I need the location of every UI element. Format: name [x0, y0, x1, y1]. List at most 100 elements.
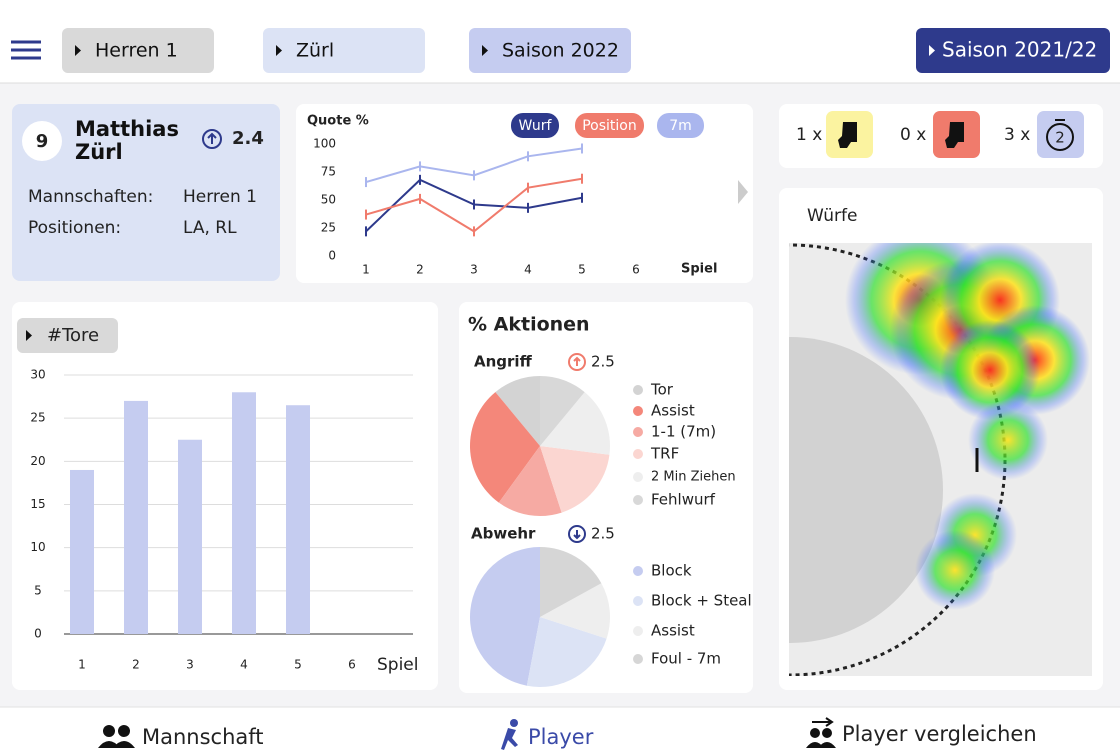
- x-tick-label: 1: [362, 263, 370, 277]
- tore-panel: [12, 302, 438, 690]
- button-arrow: [482, 45, 488, 56]
- filter-button[interactable]: [916, 28, 1110, 73]
- pie-slice: [540, 547, 602, 617]
- y-tick-label: 5: [34, 583, 42, 597]
- row-value: Herren 1: [183, 187, 257, 207]
- pie-slice: [469, 547, 540, 686]
- legend-dot: [633, 654, 643, 664]
- legend-label: Assist: [651, 622, 695, 640]
- legend-label: Assist: [651, 402, 695, 420]
- timer-face: [1046, 123, 1074, 151]
- row-label: Mannschaften:: [28, 187, 153, 207]
- compare-icon: [806, 717, 836, 748]
- legend-label: Foul - 7m: [651, 650, 721, 668]
- legend-dot: [633, 566, 643, 576]
- legend-label: Block: [651, 562, 692, 580]
- x-tick-label: 5: [294, 658, 302, 672]
- button-arrow: [75, 45, 81, 56]
- filter-button-label: Saison 2022: [502, 40, 619, 62]
- legend-dot: [633, 495, 643, 505]
- pie-slice: [540, 583, 610, 639]
- legend-chip[interactable]: [657, 113, 704, 138]
- filter-button-label: Zürl: [296, 40, 334, 62]
- line: [365, 147, 583, 184]
- legend-chip[interactable]: [511, 113, 559, 138]
- pie-title: Abwehr: [471, 525, 536, 543]
- legend-dot: [633, 385, 643, 395]
- legend-dot: [633, 427, 643, 437]
- heatmap: [789, 243, 1092, 676]
- y-axis-label: Quote %: [307, 114, 369, 129]
- x-axis-label: Spiel: [377, 655, 419, 675]
- y-tick-label: 15: [30, 497, 45, 511]
- legend-dot: [633, 472, 643, 482]
- x-tick-label: 3: [186, 658, 194, 672]
- button-arrow: [276, 45, 282, 56]
- pie-slice: [526, 617, 607, 688]
- bar: [286, 405, 310, 634]
- pie-rating: 2.5: [591, 353, 615, 371]
- legend-chip[interactable]: [575, 113, 644, 138]
- legend-label: Tor: [650, 381, 674, 399]
- filter-button[interactable]: [469, 28, 631, 73]
- y-tick-label: 30: [30, 368, 45, 382]
- x-axis-label: Spiel: [681, 262, 717, 277]
- legend-dot: [633, 626, 643, 636]
- player-rating: 2.4: [232, 128, 264, 149]
- chip-arrow: [26, 330, 32, 341]
- button-arrow: [929, 45, 935, 56]
- y-tick-label: 50: [321, 193, 336, 207]
- legend-label: Position: [582, 118, 637, 134]
- x-tick-label: 6: [348, 658, 356, 672]
- legend-label: Fehlwurf: [651, 491, 716, 509]
- line: [365, 178, 583, 233]
- nav-item[interactable]: Player vergleichen: [842, 722, 1037, 746]
- y-tick-label: 25: [321, 221, 336, 235]
- card-count: 0 x: [900, 125, 926, 145]
- menu-icon[interactable]: [11, 40, 41, 60]
- bar: [124, 400, 148, 634]
- pie-slice: [469, 392, 540, 503]
- timer-icon: [1037, 111, 1084, 158]
- bar: [178, 439, 202, 634]
- y-tick-label: 100: [313, 137, 336, 151]
- nav-item-active[interactable]: Player: [528, 725, 594, 749]
- player-number: 9: [36, 131, 49, 152]
- card-glyph: [945, 122, 964, 148]
- tore-title: #Tore: [47, 325, 99, 346]
- card-count: 1 x: [796, 125, 822, 145]
- timer-count: 2: [1055, 129, 1065, 147]
- legend-label: 2 Min Ziehen: [651, 470, 736, 485]
- legend-label: TRF: [650, 445, 679, 463]
- next-arrow[interactable]: [738, 180, 748, 204]
- filter-button[interactable]: [263, 28, 425, 73]
- legend-label: Block + Steal: [651, 592, 752, 610]
- y-tick-label: 20: [30, 454, 45, 468]
- heatmap-title: Würfe: [807, 206, 857, 226]
- legend-dot: [633, 449, 643, 459]
- y-tick-label: 75: [321, 165, 336, 179]
- legend-dot: [633, 406, 643, 416]
- trend-up-icon: [202, 129, 222, 149]
- player-name: Matthias Zürl: [75, 117, 179, 164]
- x-tick-label: 3: [470, 263, 478, 277]
- row-label: Positionen:: [28, 218, 121, 238]
- trend-up-arrow: [207, 132, 217, 144]
- y-tick-label: 10: [30, 540, 45, 554]
- trend-arrow: [573, 356, 581, 366]
- quote-panel: [296, 104, 753, 283]
- bar: [70, 469, 94, 634]
- tore-chip[interactable]: [17, 318, 118, 353]
- x-tick-label: 4: [240, 658, 248, 672]
- nav-item[interactable]: Mannschaft: [142, 725, 264, 749]
- team-icon: [98, 725, 135, 748]
- trend-icon: [568, 353, 586, 371]
- filter-button-label: Saison 2021/22: [942, 38, 1097, 62]
- legend-label: 1-1 (7m): [651, 423, 716, 441]
- card-count: 3 x: [1004, 125, 1030, 145]
- player-icon: [501, 719, 518, 750]
- pie-slice: [498, 446, 562, 516]
- x-tick-label: 6: [632, 263, 640, 277]
- filter-button[interactable]: [62, 28, 214, 73]
